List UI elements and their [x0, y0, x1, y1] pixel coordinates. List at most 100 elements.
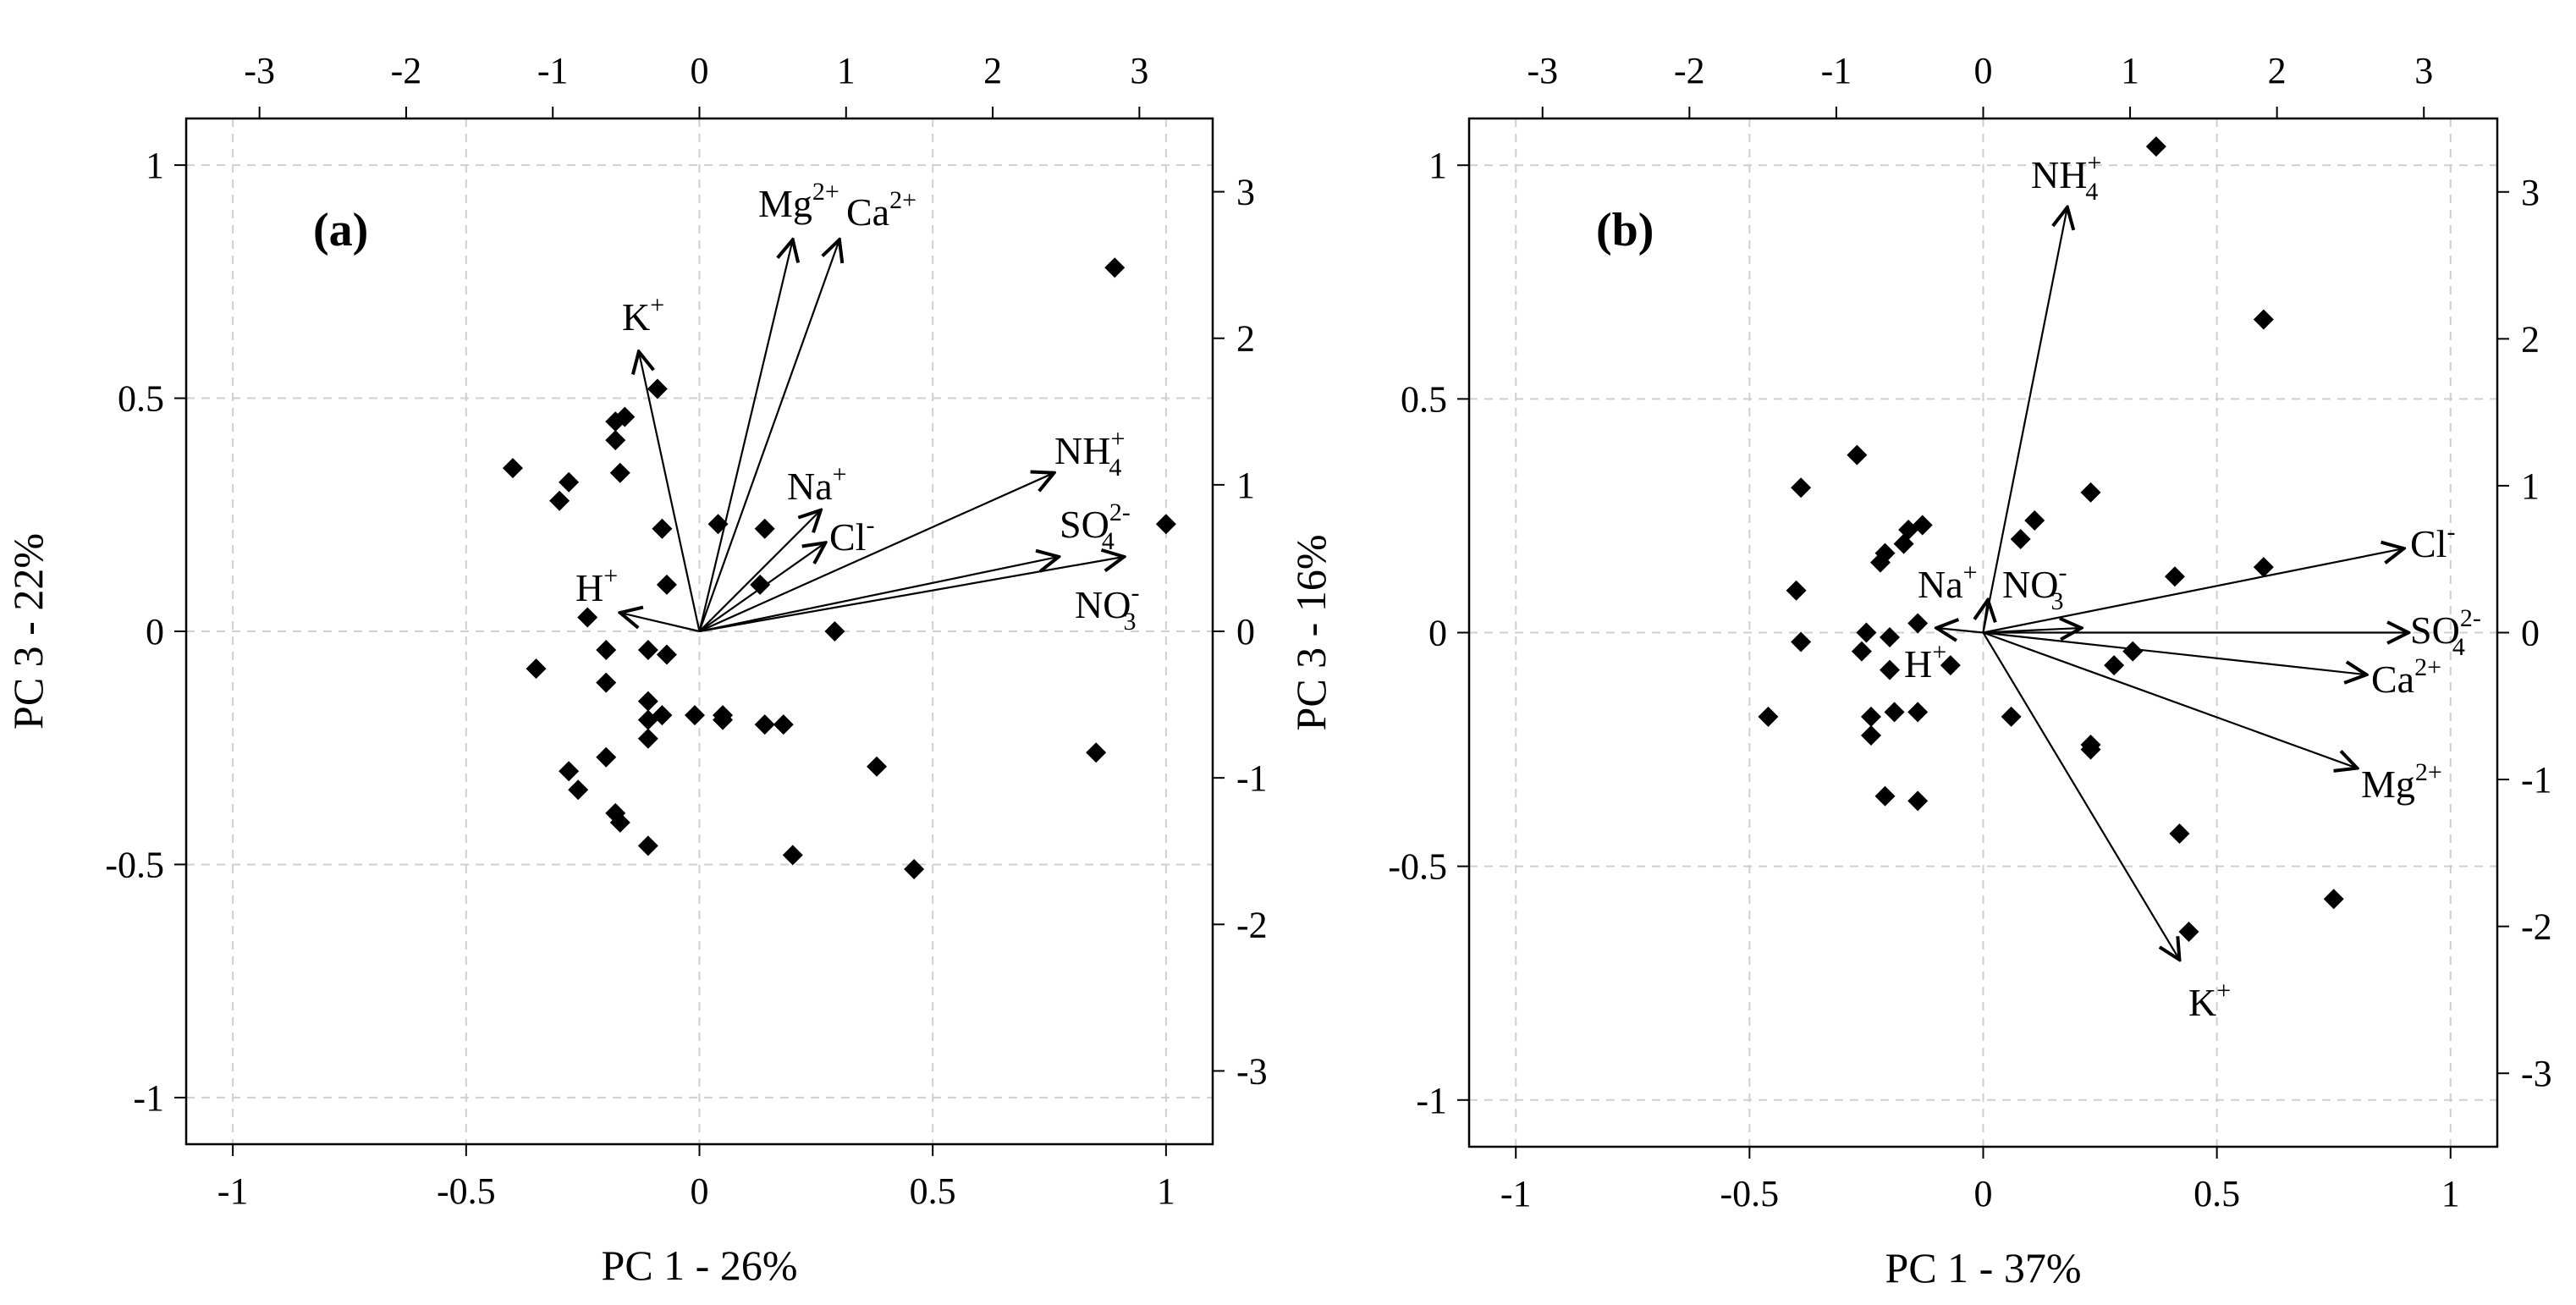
y-tick-label: -1 — [1416, 1080, 1447, 1121]
y-axis-title: PC 3 - 16% — [1287, 535, 1335, 731]
right-y-tick-label: 2 — [2521, 318, 2540, 360]
score-point — [1870, 552, 1891, 573]
score-point — [2145, 136, 2166, 157]
score-point — [568, 779, 589, 801]
top-x-tick-label: -1 — [537, 50, 569, 91]
score-point — [867, 756, 888, 777]
x-tick-label: 1 — [2441, 1173, 2460, 1214]
loading-label: H+ — [1904, 638, 1946, 686]
loading-arrow — [699, 473, 1054, 633]
y-tick-label: -0.5 — [105, 844, 164, 885]
right-y-tick-label: -3 — [2521, 1053, 2552, 1094]
score-point — [2080, 482, 2101, 503]
panel-label: (a) — [313, 204, 368, 256]
top-x-tick-label: -2 — [391, 50, 422, 91]
score-point — [502, 458, 523, 479]
right-y-tick-label: -3 — [1236, 1050, 1268, 1092]
score-point — [637, 835, 658, 856]
x-axis-title: PC 1 - 37% — [1885, 1244, 2082, 1291]
top-x-tick-label: 3 — [2414, 50, 2433, 91]
loading-arrow — [620, 613, 700, 633]
right-y-tick-label: -2 — [1236, 904, 1268, 945]
score-point — [2010, 529, 2031, 550]
score-point — [754, 518, 775, 539]
x-tick-label: 0.5 — [910, 1170, 956, 1212]
loading-label: Cl- — [2410, 518, 2455, 565]
y-tick-label: 1 — [1428, 145, 1447, 186]
loading-label: SO2-4 — [2410, 604, 2481, 661]
score-point — [2253, 309, 2274, 330]
loading-label: H+ — [575, 562, 618, 609]
score-point — [596, 746, 617, 768]
loading-arrow — [699, 557, 1125, 633]
x-tick-label: -1 — [1500, 1173, 1532, 1214]
loading-label: NO-3 — [2002, 559, 2067, 615]
score-point — [2024, 509, 2045, 531]
panel-a: -1 -0.5 0 0.5 1 1 0.5 0 -0.5 -1 -3 -2 -1 0 1 2 3 3 2 1 0 -1 -2… — [4, 50, 1268, 1289]
loading-arrow — [1936, 628, 1984, 633]
y-tick-label: 0 — [1428, 613, 1447, 654]
score-point — [904, 858, 925, 879]
right-y-tick-label: 2 — [1236, 318, 1255, 360]
x-tick-label: 0 — [691, 1170, 709, 1212]
score-point — [1851, 641, 1872, 662]
score-point — [713, 709, 734, 730]
score-point — [824, 621, 845, 641]
score-point — [637, 709, 658, 730]
right-y-tick-label: -2 — [2521, 906, 2552, 948]
top-x-tick-label: 0 — [691, 50, 709, 91]
right-y-tick-label: -1 — [1236, 757, 1268, 799]
right-y-tick-label: 3 — [2521, 172, 2540, 213]
score-point — [526, 658, 547, 680]
x-axis-title: PC 1 - 26% — [602, 1242, 798, 1289]
score-point — [782, 845, 803, 866]
score-point — [652, 518, 673, 539]
score-point — [637, 728, 658, 749]
top-x-tick-label: -3 — [244, 50, 275, 91]
score-point — [1907, 702, 1929, 723]
score-point — [773, 714, 794, 735]
loading-label: Ca2+ — [2371, 653, 2441, 701]
panel-b: -1 -0.5 0 0.5 1 1 0.5 0 -0.5 -1 -3 -2 -1 0 1 2 3 3 2 1 0 -1 -2… — [1287, 50, 2552, 1291]
loading-label: Cl- — [829, 511, 874, 559]
top-x-tick-label: 1 — [837, 50, 856, 91]
loading-label: Mg2+ — [2361, 758, 2442, 806]
loading-arrow — [698, 510, 821, 632]
loading-arrow — [639, 351, 701, 632]
score-point — [2001, 706, 2022, 727]
y-tick-label: 0 — [146, 611, 164, 652]
x-tick-label: -0.5 — [1720, 1173, 1780, 1214]
score-point — [596, 672, 617, 693]
score-point — [637, 640, 658, 661]
loading-label: Na+ — [1918, 559, 1978, 606]
score-point — [1104, 257, 1126, 278]
y-tick-label: 1 — [146, 145, 164, 186]
score-point — [1155, 514, 1176, 535]
score-point — [2178, 921, 2199, 942]
score-point — [684, 705, 705, 726]
score-point — [1880, 627, 1901, 648]
score-point — [1884, 702, 1905, 723]
score-point — [647, 378, 668, 399]
score-point — [2164, 566, 2185, 587]
loading-arrow — [698, 542, 826, 632]
loading-label: NH+ 4 — [2031, 149, 2101, 206]
score-point — [605, 430, 626, 451]
score-point — [637, 691, 658, 712]
score-point — [1860, 725, 1881, 746]
top-x-tick-label: 3 — [1130, 50, 1148, 91]
right-y-tick-label: 3 — [1236, 172, 1255, 213]
score-point — [1893, 533, 1914, 554]
score-point — [609, 812, 630, 833]
loading-arrow — [1983, 628, 2082, 633]
loading-label: Mg2+ — [758, 178, 839, 225]
top-x-tick-label: -1 — [1821, 50, 1852, 91]
panel-label: (b) — [1596, 204, 1654, 256]
y-tick-label: -1 — [133, 1077, 164, 1119]
top-x-tick-label: 2 — [2268, 50, 2287, 91]
loading-arrow — [1982, 631, 2180, 961]
y-tick-label: 0.5 — [1401, 378, 1447, 420]
score-point — [656, 644, 677, 665]
score-point — [2323, 889, 2344, 910]
